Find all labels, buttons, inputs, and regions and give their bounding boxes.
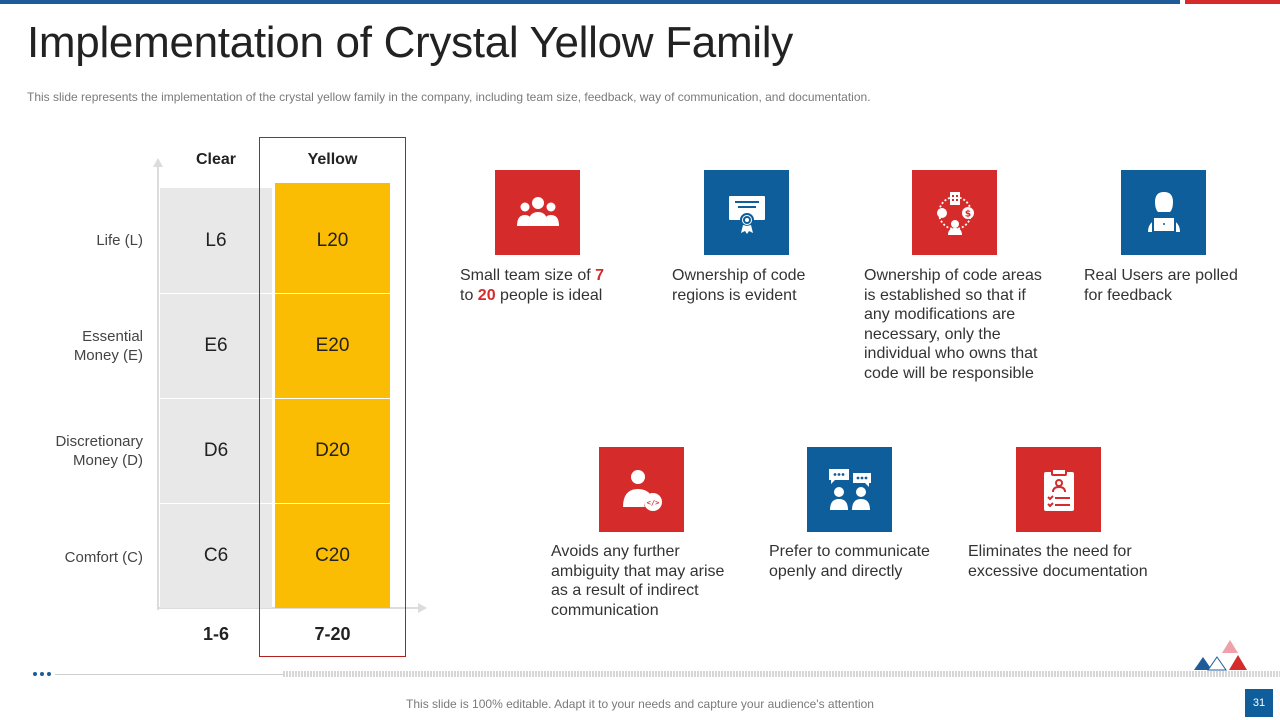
y-axis-arrow-icon — [153, 158, 163, 167]
page-subtitle: This slide represents the implementation… — [27, 90, 871, 104]
feature-real-users-text: Real Users are polled for feedback — [1084, 267, 1238, 304]
conversation-icon — [807, 447, 892, 532]
row-divider — [160, 503, 390, 504]
yellow-column — [275, 183, 390, 608]
column-header-yellow: Yellow — [307, 151, 358, 168]
cell-clear-comfort: C6 — [203, 544, 229, 566]
row-label-comfort: Comfort (C) — [64, 549, 143, 566]
top-accent-bar — [0, 0, 1180, 4]
team-icon — [495, 170, 580, 255]
developer-icon: </> — [599, 447, 684, 532]
svg-text:$: $ — [964, 209, 970, 219]
feature-documentation-text: Eliminates the need for excessive docume… — [968, 543, 1148, 580]
y-axis — [157, 165, 159, 610]
dot-icon — [40, 672, 44, 676]
cell-clear-essential: E6 — [204, 334, 228, 356]
row-label-essential: Essential Money (E) — [73, 328, 143, 364]
row-label-life: Life (L) — [96, 232, 143, 249]
feature-team-size-text: Small team size of 7 to 20 people is ide… — [460, 267, 605, 304]
cell-yellow-essential: E20 — [315, 334, 350, 356]
yellow-highlight-frame — [259, 137, 406, 657]
x-axis-arrow-icon — [418, 603, 427, 613]
feature-code-areas-text: Ownership of code areas is established s… — [864, 267, 1042, 382]
feature-ownership-text: Ownership of code regions is evident — [672, 267, 806, 304]
svg-text:</>: </> — [646, 499, 659, 507]
cell-yellow-life: L20 — [316, 229, 349, 251]
row-divider — [160, 398, 390, 399]
range-clear: 1-6 — [202, 624, 229, 644]
row-divider — [160, 293, 390, 294]
feature-communicate-text: Prefer to communicate openly and directl… — [769, 543, 930, 580]
top-accent-bar-red — [1185, 0, 1280, 4]
footer-dashed-line — [283, 671, 1280, 677]
page-number: 31 — [1245, 689, 1273, 717]
x-axis — [157, 607, 419, 609]
cell-clear-life: L6 — [205, 229, 227, 251]
footer-note: This slide is 100% editable. Adapt it to… — [406, 697, 874, 711]
certificate-icon — [704, 170, 789, 255]
network-icon: $ — [912, 170, 997, 255]
row-label-discretionary: Discretionary Money (D) — [55, 433, 143, 469]
cell-yellow-comfort: C20 — [315, 544, 350, 566]
dot-icon — [33, 672, 37, 676]
triangles-logo-icon — [1194, 640, 1247, 671]
page-title: Implementation of Crystal Yellow Family — [27, 18, 793, 67]
clipboard-icon — [1016, 447, 1101, 532]
feature-ambiguity-text: Avoids any further ambiguity that may ar… — [551, 543, 725, 619]
column-header-clear: Clear — [195, 151, 237, 168]
range-yellow: 7-20 — [314, 624, 351, 644]
user-laptop-icon — [1121, 170, 1206, 255]
cell-yellow-discretionary: D20 — [315, 439, 350, 461]
cell-clear-discretionary: D6 — [203, 439, 229, 461]
dot-icon — [47, 672, 51, 676]
footer-line — [55, 674, 283, 675]
